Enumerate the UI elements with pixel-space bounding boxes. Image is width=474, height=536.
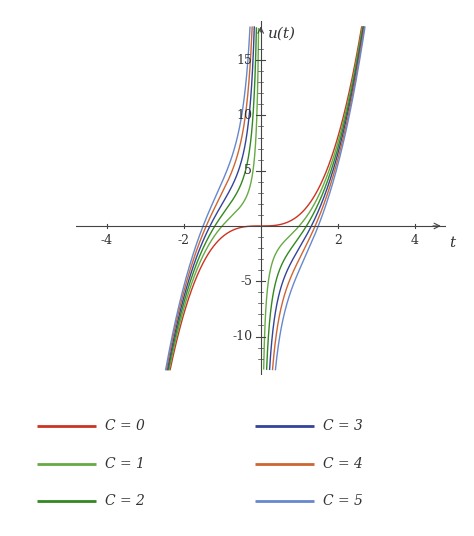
Text: 5: 5 xyxy=(245,164,252,177)
Text: C = 3: C = 3 xyxy=(323,419,364,433)
Text: -4: -4 xyxy=(100,234,113,247)
Text: t: t xyxy=(449,236,456,250)
Text: u(t): u(t) xyxy=(268,27,296,41)
Text: C = 1: C = 1 xyxy=(105,457,145,471)
Text: C = 4: C = 4 xyxy=(323,457,364,471)
Text: C = 0: C = 0 xyxy=(105,419,145,433)
Text: C = 5: C = 5 xyxy=(323,494,364,508)
Text: 2: 2 xyxy=(334,234,342,247)
Text: -2: -2 xyxy=(178,234,190,247)
Text: -10: -10 xyxy=(232,330,252,343)
Text: C = 2: C = 2 xyxy=(105,494,145,508)
Text: -5: -5 xyxy=(240,275,252,288)
Text: 15: 15 xyxy=(237,54,252,66)
Text: 4: 4 xyxy=(411,234,419,247)
Text: 10: 10 xyxy=(236,109,252,122)
